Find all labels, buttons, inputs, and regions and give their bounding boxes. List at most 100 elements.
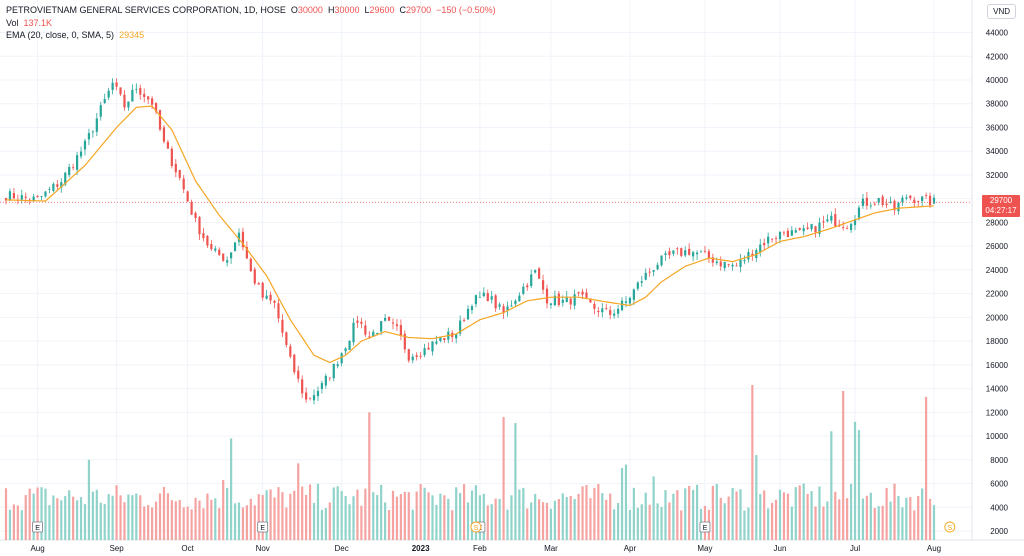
volume-bar [478,495,481,540]
ema-legend[interactable]: EMA (20, close, 0, SMA, 5) 29345 [6,30,144,40]
earnings-marker-label: E [35,525,40,532]
ema-label: EMA (20, close, 0, SMA, 5) [6,30,115,40]
volume-bar [632,487,635,540]
candle-body [119,87,122,95]
volume-bar [301,486,304,540]
candle-body [652,270,655,272]
volume-bar [470,490,474,540]
volume-bar [739,489,742,540]
y-tick-label: 36000 [986,123,1009,132]
currency-button[interactable]: VND [987,4,1016,19]
candle-body [699,251,703,253]
volume-bar [921,488,924,540]
candle-body [925,195,928,196]
candle-body [158,110,162,130]
volume-bar [4,488,8,540]
candle-body [455,334,458,339]
volume-bar [695,484,699,540]
candle-body [822,221,825,223]
volume-bar [127,494,130,540]
volume-bar [589,498,592,540]
candle-body [75,155,79,170]
candle-body [139,87,142,95]
volume-bar [573,499,576,540]
volume-bar [909,496,912,540]
candle-body [577,292,580,294]
y-tick-label: 12000 [986,408,1009,417]
earnings-marker [699,521,711,533]
volume-bar [435,504,438,540]
candle-body [214,248,217,251]
volume-bar [727,496,730,540]
candle-body [881,196,884,205]
candle-body [573,294,576,306]
volume-bar [616,503,620,540]
candle-body [763,242,766,246]
volume-bar [613,509,616,540]
volume-bar [158,493,162,540]
volume-bar [111,495,114,540]
volume-bar [261,495,264,540]
volume-bar [802,483,805,540]
candle-body [660,255,663,266]
candle-body [877,198,880,203]
volume-bar [415,491,418,540]
y-tick-label: 4000 [990,503,1008,512]
volume-bar [585,485,588,540]
volume-bar [233,503,237,540]
volume-bar [553,500,557,540]
candle-body [909,195,912,199]
volume-bar [79,497,83,540]
volume-bar [352,496,355,540]
x-tick-label: Feb [473,544,487,553]
volume-bar [747,507,750,540]
candle-body [538,268,541,279]
candle-body [170,148,173,167]
volume-bar [514,422,517,540]
candle-body [245,246,248,259]
volume-bar [241,507,245,540]
candle-body [289,346,292,357]
volume-bar [652,476,655,540]
candle-body [680,248,683,256]
candle-body [364,325,367,335]
volume-bar [711,485,714,540]
volume-bar [206,493,209,540]
volume-bar [162,486,166,540]
volume-bar [281,492,284,540]
candle-body [194,212,197,219]
candle-body [672,250,675,254]
candle-body [565,296,568,303]
volume-bar [372,492,375,540]
volume-bar [87,459,91,540]
candle-body [249,258,252,272]
volume-bar [277,487,280,540]
volume-bar [545,502,549,540]
candle-body [186,191,189,202]
y-tick-label: 6000 [990,480,1008,489]
candle-body [834,214,837,227]
volume-legend[interactable]: Vol 137.1K [6,18,52,28]
volume-bar [569,495,572,540]
volume-bar [541,502,545,540]
y-tick-label: 10000 [986,432,1009,441]
candle-body [506,306,509,312]
candle-body [865,197,868,206]
y-tick-label: 26000 [986,242,1009,251]
volume-bar [83,504,87,540]
candle-body [340,353,343,364]
candle-body [644,272,647,280]
volume-bar [735,491,738,540]
x-tick-label: Jul [850,544,860,553]
candle-body [751,253,754,256]
volume-bar [75,500,79,540]
volume-bar [901,507,904,540]
candle-body [526,285,529,288]
volume-bar [269,489,272,540]
candle-body [616,308,620,314]
candle-body [202,233,205,239]
candle-body [510,305,513,307]
candle-body [723,261,726,269]
volume-bar [348,504,351,540]
